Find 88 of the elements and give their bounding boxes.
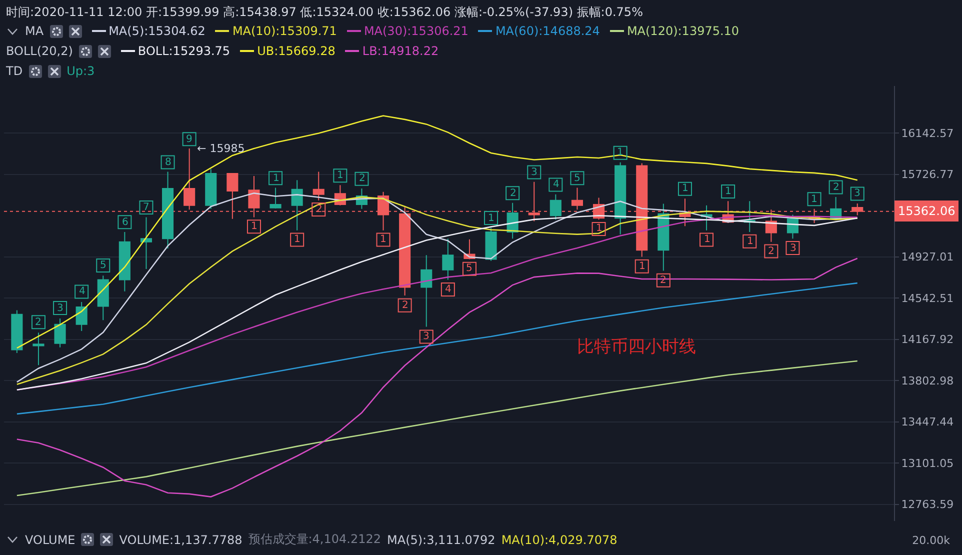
annotation: 8 [165,157,172,168]
candlestick [184,148,196,210]
annotation: 3 [531,167,538,178]
text: BOLL(20,2) [6,44,73,58]
annotation: 1 [273,173,280,184]
annotation: 9 [186,134,192,145]
y-tick-label: 13447.44 [901,416,954,429]
candlestick [658,203,670,272]
candlestick [205,168,217,210]
y-tick-label: 16142.57 [901,126,954,140]
annotation: 4 [445,284,452,295]
legend-label: BOLL:15293.75 [138,44,230,58]
annotation: 5 [466,263,472,274]
candlestick [118,232,130,292]
candlestick [420,254,432,328]
legend-label: LB:14918.22 [362,44,439,58]
candlestick [11,310,23,354]
y-tick-label: 13101.05 [901,456,954,470]
line-series [16,360,858,496]
legend-label: MA(60):14688.24 [495,24,600,38]
candlestick [614,162,626,235]
legend-label: MA(30):15306.21 [364,24,468,38]
legend-label: MA(5):15304.62 [108,24,206,38]
candlestick [54,318,66,348]
annotation: 6 [122,217,128,228]
candlestick [291,180,303,231]
annotation: 5 [574,173,580,184]
y-tick-label: 13802.98 [901,374,954,388]
candlestick [140,216,152,270]
text: VOLUME:1,137.7788 [119,532,242,546]
y-tick-label: 14542.51 [901,292,954,305]
y-tick-label: 12763.59 [901,498,954,512]
candlestick [442,238,454,280]
annotation: 2 [359,173,366,184]
candlestick [32,332,44,366]
text: MA(5):3,111.0792 [387,532,496,546]
text: VOLUME [25,532,76,546]
annotation: 2 [768,246,774,257]
candlestick [550,194,562,220]
annotation: 2 [510,188,516,199]
annotation: 1 [704,234,710,245]
y-tick-label: 15726.77 [901,168,954,182]
annotation: 2 [402,300,408,311]
candlestick [97,275,109,321]
annotation: 1 [294,234,300,245]
annotation: 1 [251,221,258,232]
annotation: ← 15985 [197,142,245,155]
legend-label: UB:15669.28 [257,44,336,58]
y-tick-label: 14927.01 [901,250,954,264]
annotation: 比特币四小时线 [577,337,696,357]
legend-label: MA(120):13975.10 [626,24,740,38]
annotation: 1 [380,234,386,245]
annotation: 1 [747,236,754,247]
candlestick [700,204,712,231]
annotation: 3 [854,188,860,199]
annotation: 3 [423,331,430,342]
line-series [16,258,858,498]
text: MA(10):4,029.7078 [501,532,618,546]
annotation: 1 [639,261,646,272]
text: MA [25,24,44,38]
annotation: 4 [553,179,560,190]
candlestick [270,187,282,210]
y-tick-label: 14167.92 [901,333,954,346]
annotation: 1 [596,223,602,234]
chart-title: 时间:2020-11-11 12:00 开:15399.99 高:15438.97 低:15324.00 收:15362.06 涨幅:-0.25%(-37.93) 振幅:0.75% [6,4,643,21]
annotation: 2 [833,182,840,193]
annotation: 3 [57,303,64,314]
annotation: 1 [725,186,732,197]
annotation: 1 [488,213,494,224]
line-series [16,282,858,415]
text: 预估成交量:4,104.2122 [248,531,381,548]
text: 20.00k [912,534,950,547]
candlestick [485,227,497,262]
annotation: 1 [811,194,818,205]
annotation: 1 [337,170,344,181]
annotation: 2 [35,317,42,328]
annotation: 3 [790,243,796,254]
annotation: 5 [100,260,106,271]
candlestick [312,171,324,201]
candlestick [76,302,88,332]
annotation: 1 [682,183,688,194]
legend-label: MA(10):15309.71 [232,24,337,38]
text: TD [6,64,23,78]
ref-line-label: 15362.06 [898,204,956,218]
annotation: 7 [143,202,150,213]
annotation: 4 [79,286,86,297]
text: Up:3 [66,64,95,78]
candlestick [162,171,174,249]
